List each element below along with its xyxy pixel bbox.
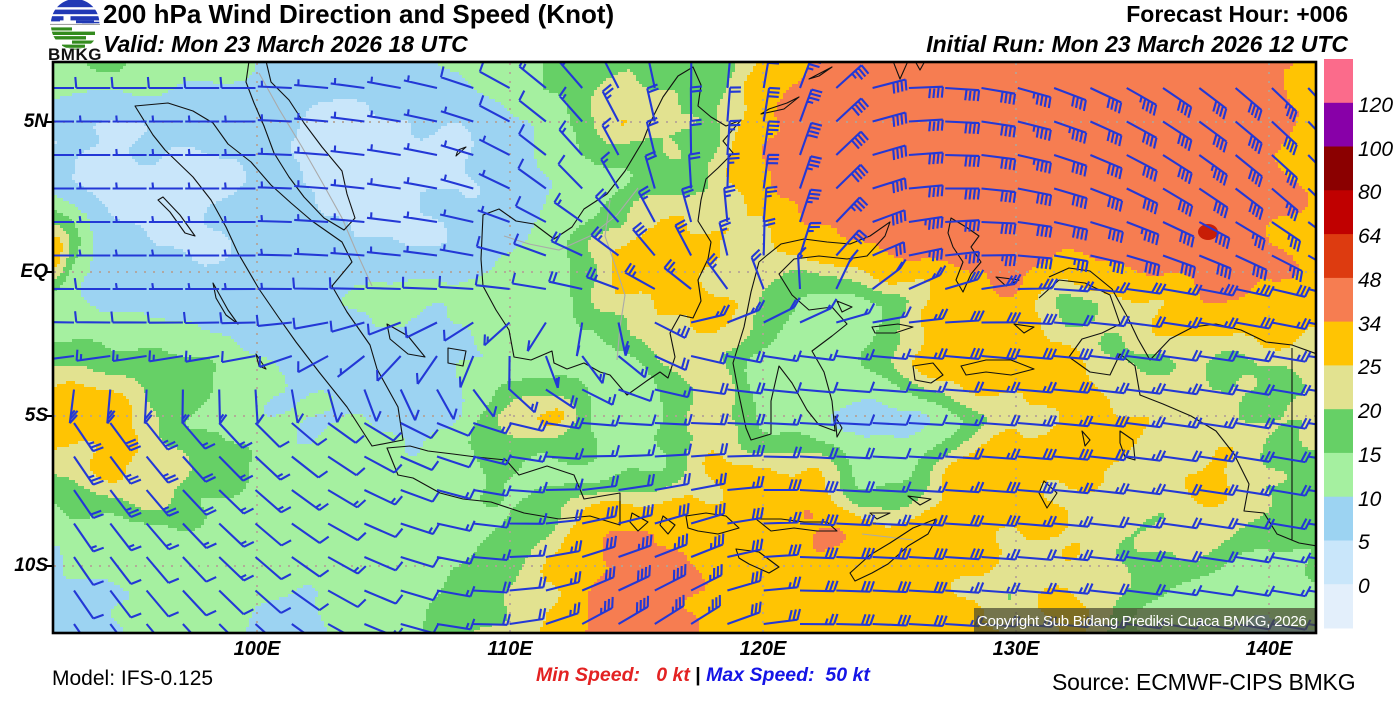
svg-text:BMKG: BMKG (48, 45, 102, 62)
svg-text:Copyright Sub Bidang Prediksi: Copyright Sub Bidang Prediksi Cuaca BMKG… (977, 613, 1307, 630)
